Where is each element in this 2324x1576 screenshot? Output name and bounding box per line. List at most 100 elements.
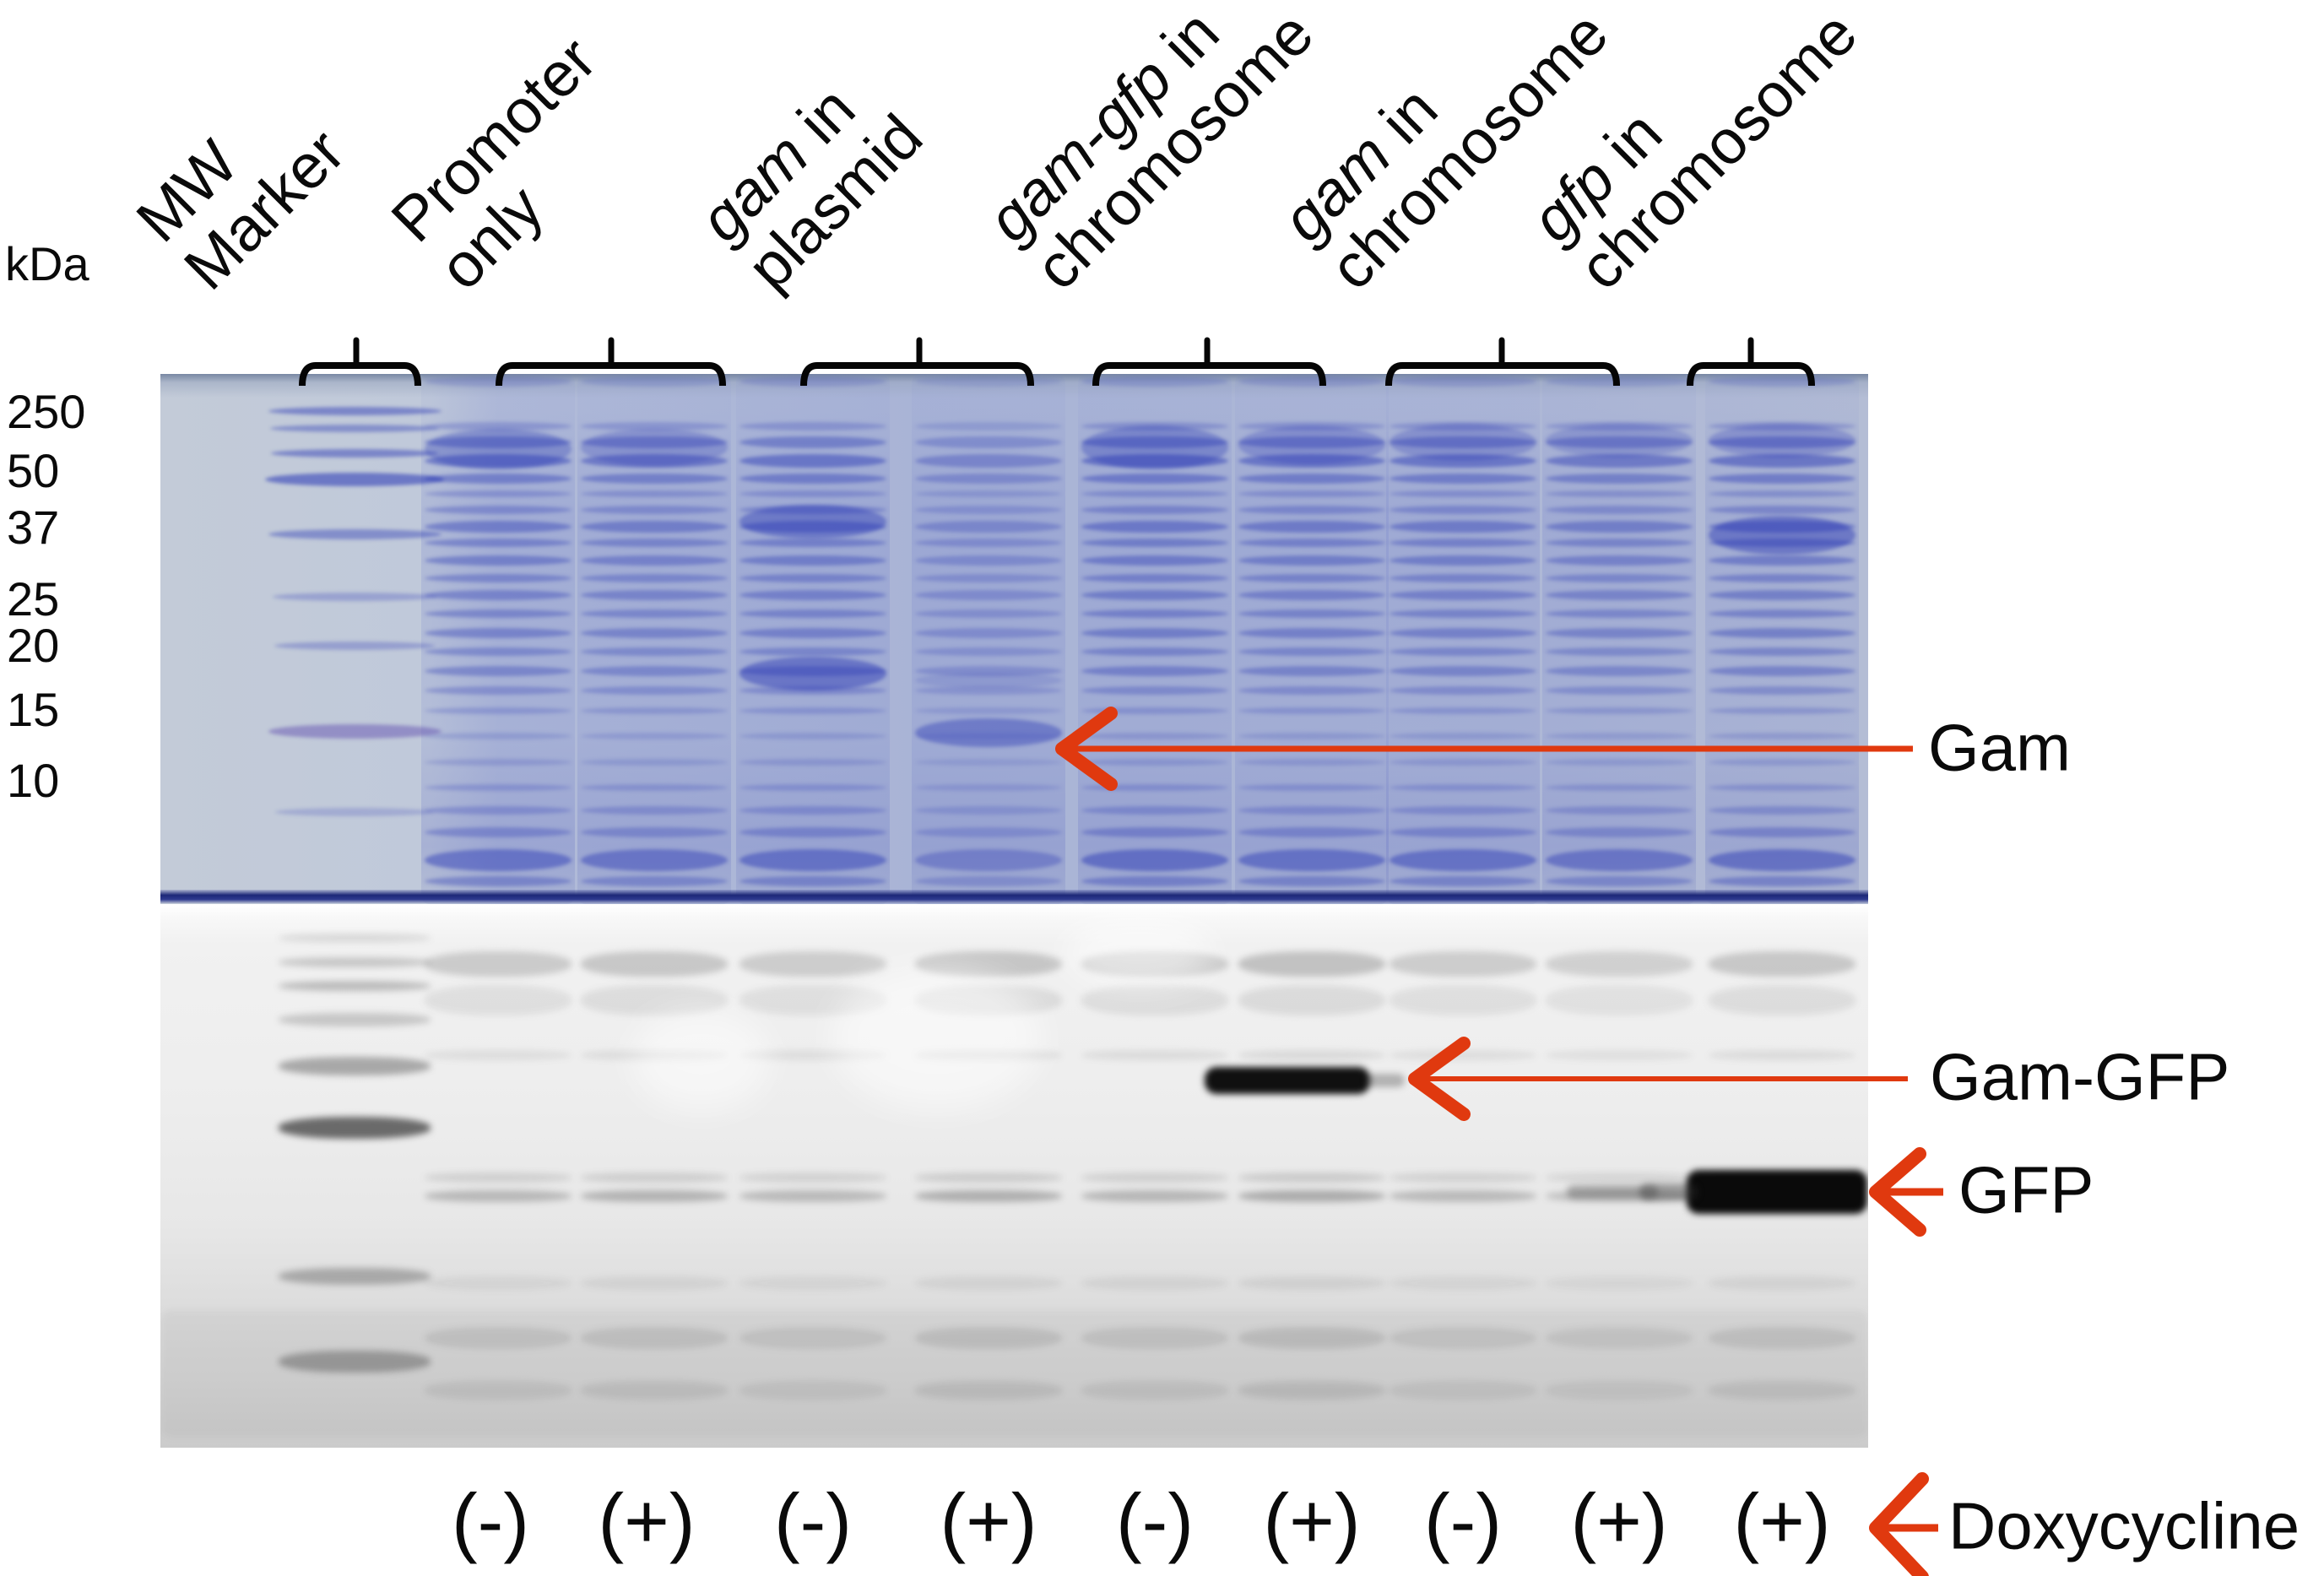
blot-lane-band xyxy=(581,1276,728,1290)
gel-band xyxy=(1709,784,1855,791)
gel-band xyxy=(1238,574,1385,582)
blot-lane-band xyxy=(1390,1381,1536,1400)
bracket-gam-in-plasmid xyxy=(800,362,1034,387)
gel-band xyxy=(739,733,886,739)
blot-light-patch xyxy=(832,967,1043,1110)
gel-band xyxy=(739,454,886,468)
gel-band xyxy=(1390,376,1536,387)
gel-band xyxy=(1709,806,1855,815)
gel-band xyxy=(739,574,886,582)
blot-lane-band xyxy=(1709,985,1855,1015)
blot-lane-band xyxy=(1709,951,1855,977)
blot-lane-band xyxy=(1709,1381,1855,1400)
gel-band xyxy=(1081,454,1228,468)
gel-band xyxy=(581,759,728,766)
gel-highlight-band xyxy=(915,673,1062,688)
gel-band xyxy=(1081,806,1228,815)
blot-lane-band xyxy=(425,1173,572,1183)
gel-band xyxy=(739,590,886,600)
gel-band xyxy=(1709,647,1855,656)
blot-lane-band xyxy=(915,1173,1062,1183)
blot-lane-band xyxy=(1546,1173,1693,1183)
gel-marker-band xyxy=(271,449,438,458)
blot-lane-band xyxy=(1546,1190,1693,1202)
blot-lane-band xyxy=(739,951,886,977)
blot-marker-band xyxy=(279,1117,431,1139)
gel-band xyxy=(581,474,728,484)
gel-band xyxy=(1238,376,1385,387)
blot-lane-band xyxy=(739,1190,886,1202)
gel-band xyxy=(425,590,572,600)
gel-sample-lane-6 xyxy=(1235,374,1389,904)
blot-lane-band xyxy=(1709,1327,1855,1349)
gel-band xyxy=(1390,784,1536,791)
blot-lane-band xyxy=(739,1173,886,1183)
gel-band xyxy=(915,686,1062,695)
gel-band xyxy=(739,647,886,656)
gel-band xyxy=(1546,876,1693,886)
gel-sample-lane-3 xyxy=(736,374,890,904)
gel-band xyxy=(1390,647,1536,656)
gel-band xyxy=(1238,784,1385,791)
gel-band xyxy=(425,759,572,766)
gel-highlight-band xyxy=(581,429,728,466)
gel-band xyxy=(1390,521,1536,533)
gel-band xyxy=(581,707,728,714)
blot-lane-band xyxy=(1081,1173,1228,1183)
gam-gfp-band xyxy=(1205,1067,1370,1094)
bracket-promoter-only xyxy=(496,362,726,387)
gel-marker-band xyxy=(265,473,444,486)
gel-band xyxy=(915,849,1062,871)
gel-band xyxy=(915,707,1062,714)
gel-band xyxy=(1546,454,1693,468)
gel-band xyxy=(1546,647,1693,656)
bracket-gfp-in-chromosome xyxy=(1687,362,1815,387)
gel-band xyxy=(425,849,572,871)
gel-band xyxy=(1081,609,1228,618)
gel-band xyxy=(425,647,572,656)
gel-band xyxy=(581,609,728,618)
gel-band xyxy=(425,521,572,533)
gel-band xyxy=(1238,521,1385,533)
annotation-label-gam-gfp: Gam-GFP xyxy=(1930,1039,2230,1114)
gel-band xyxy=(425,666,572,676)
gel-band xyxy=(1546,555,1693,566)
gel-band xyxy=(425,806,572,815)
arrowhead-doxycycline xyxy=(1869,1472,1929,1576)
gel-sample-lane-1 xyxy=(421,374,575,904)
gel-band xyxy=(915,521,1062,533)
annotation-label-doxycycline: Doxycycline xyxy=(1948,1488,2300,1563)
gel-sample-lane-8 xyxy=(1542,374,1696,904)
blot-lane-band xyxy=(425,1381,572,1400)
blot-lane-band xyxy=(1709,1050,1855,1060)
gel-marker-band xyxy=(275,808,434,816)
gel-band xyxy=(739,436,886,448)
blot-lane-band xyxy=(1081,1190,1228,1202)
gel-band xyxy=(915,454,1062,468)
gel-band xyxy=(581,555,728,566)
blot-lane-band xyxy=(1081,1381,1228,1400)
gel-band xyxy=(581,849,728,871)
gel-band xyxy=(1546,686,1693,695)
gel-marker-band xyxy=(268,407,442,415)
gel-band xyxy=(1390,628,1536,638)
gel-band xyxy=(1081,628,1228,638)
coomassie-gel-panel xyxy=(160,374,1868,904)
arrowhead-gam-gfp xyxy=(1408,1037,1471,1121)
blot-lane-band xyxy=(425,1050,572,1060)
blot-lane-band xyxy=(581,951,728,977)
gel-band xyxy=(1081,490,1228,497)
blot-lane-band xyxy=(739,1327,886,1349)
gel-band xyxy=(1081,574,1228,582)
gel-band xyxy=(581,422,728,431)
gel-band xyxy=(1709,436,1855,448)
blot-lane-band xyxy=(1390,1173,1536,1183)
blot-lane-band xyxy=(1546,1276,1693,1290)
gel-band xyxy=(1709,521,1855,533)
gel-band xyxy=(1081,474,1228,484)
gel-band xyxy=(1390,555,1536,566)
gel-band xyxy=(1390,436,1536,448)
gel-band xyxy=(739,686,886,695)
gel-band xyxy=(1081,827,1228,837)
gel-band xyxy=(1546,422,1693,431)
